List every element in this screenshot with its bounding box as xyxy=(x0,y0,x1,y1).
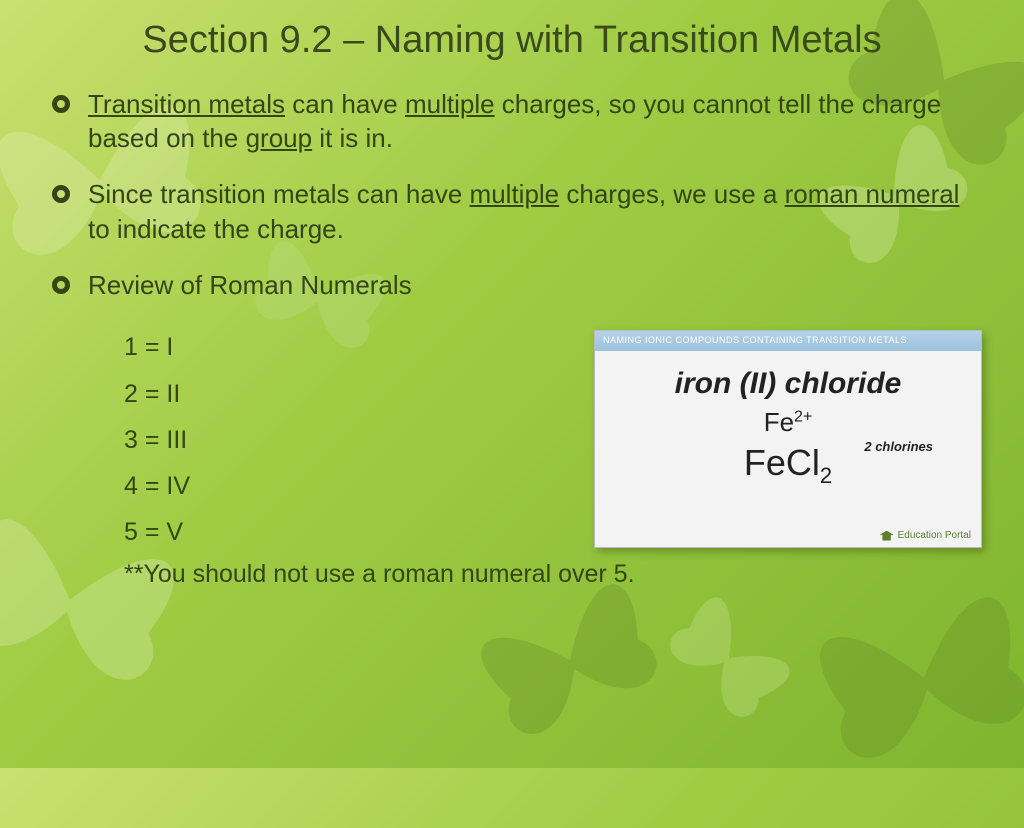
ion-notation: Fe2+ xyxy=(595,407,981,438)
term-roman-numeral: roman numeral xyxy=(785,179,960,209)
bullet-3: Review of Roman Numerals xyxy=(48,268,976,302)
chlorines-label: 2 chlorines xyxy=(864,439,933,454)
slide: Section 9.2 – Naming with Transition Met… xyxy=(0,0,1024,768)
bullet-2: Since transition metals can have multipl… xyxy=(48,177,976,246)
bullet-1: Transition metals can have multiple char… xyxy=(48,87,976,156)
term-multiple: multiple xyxy=(405,89,495,119)
term-multiple-2: multiple xyxy=(470,179,560,209)
footnote: **You should not use a roman numeral ove… xyxy=(124,560,976,589)
card-body: iron (II) chloride Fe2+ 2 chlorines FeCl… xyxy=(595,351,981,547)
slide-title: Section 9.2 – Naming with Transition Met… xyxy=(48,18,976,63)
term-group: group xyxy=(246,123,313,153)
bullet-list: Transition metals can have multiple char… xyxy=(48,87,976,303)
example-card: NAMING IONIC COMPOUNDS CONTAINING TRANSI… xyxy=(594,330,982,548)
source-attribution: Education Portal xyxy=(880,530,971,541)
compound-name: iron (II) chloride xyxy=(595,367,981,401)
term-transition-metals: Transition metals xyxy=(88,89,285,119)
card-header: NAMING IONIC COMPOUNDS CONTAINING TRANSI… xyxy=(595,331,981,351)
graduation-cap-icon xyxy=(880,531,894,541)
